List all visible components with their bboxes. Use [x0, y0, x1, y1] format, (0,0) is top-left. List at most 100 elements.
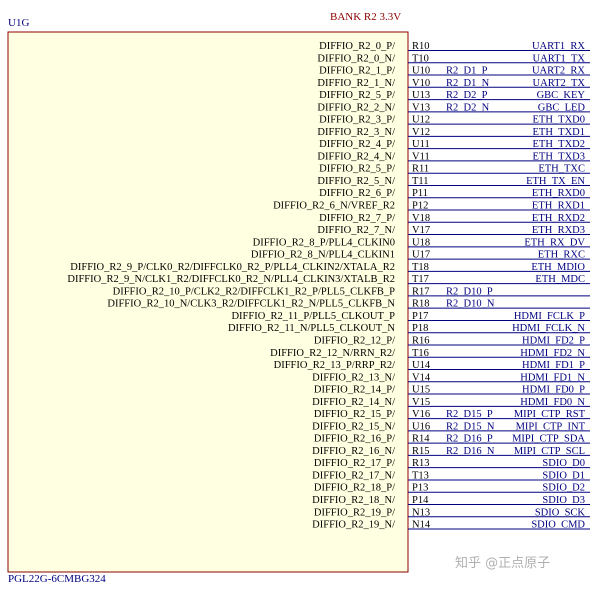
pin-number: V18: [412, 213, 430, 224]
pin-number: P17: [412, 311, 428, 322]
pin-name: DIFFIO_R2_7_P/: [319, 213, 395, 224]
pin-name: DIFFIO_R2_4_N/: [317, 151, 395, 162]
pin-row: DIFFIO_R2_12_N/RRN_R2/T16 HDMI_FD2_N: [270, 348, 590, 359]
pin-number: P14: [412, 495, 429, 506]
pin-number: N13: [412, 507, 430, 518]
net-label: HDMI_FD2_P: [522, 335, 585, 346]
pin-row: DIFFIO_R2_16_N/R15 R2_D16_N MIPI_CTP_SCL: [312, 446, 590, 457]
pin-row: DIFFIO_R2_8_P/PLL4_CLKIN0 U18 ETH_RX_DV: [253, 237, 590, 248]
pin-number: V15: [412, 397, 430, 408]
pin-row: DIFFIO_R2_0_P/R10 UART1_RX: [319, 41, 590, 52]
pin-row: DIFFIO_R2_0_N/T10 UART1_TX: [317, 53, 590, 64]
net-label: HDMI_FD1_N: [520, 372, 585, 383]
pin-name: DIFFIO_R2_11_N/PLL5_CLKOUT_N: [228, 323, 395, 334]
pin-name: DIFFIO_R2_1_P/: [319, 66, 395, 77]
net-label: MIPI_CTP_RST: [514, 409, 586, 420]
pin-row: DIFFIO_R2_12_P/R16 HDMI_FD2_P: [314, 335, 590, 346]
net-label: HDMI_FD2_N: [520, 348, 585, 359]
pin-number: T18: [412, 262, 429, 273]
pin-row: DIFFIO_R2_13_P/RRP_R2/U14 HDMI_FD1_P: [274, 360, 590, 371]
pin-name: DIFFIO_R2_3_P/: [319, 115, 395, 126]
pin-name: DIFFIO_R2_17_P/: [314, 458, 395, 469]
pin-name: DIFFIO_R2_12_P/: [314, 335, 395, 346]
net-label: SDIO_D3: [542, 495, 585, 506]
pin-number: P18: [412, 323, 428, 334]
pin-row: DIFFIO_R2_7_N/V17 ETH_RXD3: [317, 225, 590, 236]
pin-name: DIFFIO_R2_9_P/CLK0_R2/DIFFCLK0_R2_P/PLL4…: [70, 262, 395, 273]
pin-name: DIFFIO_R2_18_N/: [312, 495, 395, 506]
pin-row: DIFFIO_R2_18_N/P14 SDIO_D3: [312, 495, 590, 506]
pin-row: DIFFIO_R2_15_P/V16 R2_D15_P MIPI_CTP_RST: [314, 409, 590, 420]
pin-name: DIFFIO_R2_14_N/: [312, 397, 395, 408]
pin-name: DIFFIO_R2_16_P/: [314, 434, 395, 445]
net-label: ETH_RX_DV: [524, 237, 585, 248]
pin-row: DIFFIO_R2_11_P/PLL5_CLKOUT_P P17 HDMI_FCLK…: [231, 311, 590, 322]
pin-row: DIFFIO_R2_3_N/V12 ETH_TXD1: [317, 127, 590, 138]
net-label-inner: R2_D16_P: [446, 434, 493, 445]
pin-name: DIFFIO_R2_8_N/PLL4_CLKIN1: [251, 250, 395, 261]
net-label: GBC_KEY: [537, 90, 586, 101]
pin-name: DIFFIO_R2_0_P/: [319, 41, 395, 52]
net-label: MIPI_CTP_SDA: [512, 434, 585, 445]
pin-number: P11: [412, 188, 428, 199]
pin-number: T16: [412, 348, 429, 359]
net-label-inner: R2_D1_P: [446, 66, 488, 77]
bank-label: BANK R2 3.3V: [330, 11, 401, 23]
pin-name: DIFFIO_R2_10_P/CLK2_R2/DIFFCLK1_R2_P/PLL…: [113, 286, 396, 297]
net-label: UART2_RX: [532, 66, 585, 77]
pin-number: U16: [412, 421, 430, 432]
net-label: ETH_TXD3: [533, 151, 586, 162]
net-label: ETH_TXD1: [533, 127, 586, 138]
pin-name: DIFFIO_R2_10_N/CLK3_R2/DIFFCLK1_R2_N/PLL…: [107, 299, 395, 310]
pin-number: V17: [412, 225, 430, 236]
net-label: SDIO_CMD: [531, 520, 585, 531]
net-label-inner: R2_D1_N: [446, 78, 490, 89]
net-label: ETH_TX_EN: [526, 176, 585, 187]
pin-number: R11: [412, 164, 429, 175]
pin-name: DIFFIO_R2_11_P/PLL5_CLKOUT_P: [231, 311, 395, 322]
pin-number: T13: [412, 470, 429, 481]
pin-name: DIFFIO_R2_13_N/: [312, 372, 395, 383]
net-label: HDMI_FD0_P: [522, 385, 585, 396]
pin-name: DIFFIO_R2_0_N/: [317, 53, 395, 64]
pin-name: DIFFIO_R2_3_N/: [317, 127, 395, 138]
pin-number: R14: [412, 434, 430, 445]
pin-number: V13: [412, 102, 430, 113]
pin-number: T11: [412, 176, 429, 187]
pin-number: U17: [412, 250, 430, 261]
pin-number: V12: [412, 127, 430, 138]
net-label: UART1_TX: [533, 53, 586, 64]
net-label: SDIO_D2: [542, 483, 585, 494]
pin-number: R16: [412, 335, 430, 346]
pin-name: DIFFIO_R2_2_N/: [317, 102, 395, 113]
pin-row: DIFFIO_R2_1_N/V10 R2_D1_N UART2_TX: [317, 78, 590, 89]
pin-row: DIFFIO_R2_5_P/U13 R2_D2_P GBC_KEY: [319, 90, 590, 101]
pin-row: DIFFIO_R2_7_P/V18 ETH_RXD2: [319, 213, 590, 224]
pin-name: DIFFIO_R2_12_N/RRN_R2/: [270, 348, 395, 359]
pin-row: DIFFIO_R2_5_P/R11 ETH_TXC: [319, 164, 590, 175]
pin-number: R17: [412, 286, 430, 297]
pin-row: DIFFIO_R2_4_P/U11 ETH_TXD2: [319, 139, 590, 150]
net-label-inner: R2_D15_P: [446, 409, 493, 420]
pin-row: DIFFIO_R2_5_N/T11 ETH_TX_EN: [317, 176, 590, 187]
pin-name: DIFFIO_R2_16_N/: [312, 446, 395, 457]
pin-number: R18: [412, 299, 430, 310]
net-label: ETH_MDIO: [531, 262, 585, 273]
net-label-inner: R2_D10_P: [446, 286, 493, 297]
pin-row: DIFFIO_R2_17_N/T13 SDIO_D1: [312, 470, 590, 481]
pin-number: T17: [412, 274, 429, 285]
pin-name: DIFFIO_R2_5_P/: [319, 164, 395, 175]
net-label: UART1_RX: [532, 41, 585, 52]
net-label: ETH_TXD0: [533, 115, 586, 126]
pin-name: DIFFIO_R2_6_N/VREF_R2: [273, 201, 395, 212]
pin-row: DIFFIO_R2_14_N/V15 HDMI_FD0_N: [312, 397, 590, 408]
pin-name: DIFFIO_R2_13_P/RRP_R2/: [274, 360, 395, 371]
pin-number: U15: [412, 385, 430, 396]
pin-row: DIFFIO_R2_16_P/R14 R2_D16_P MIPI_CTP_SDA: [314, 434, 590, 445]
pin-name: DIFFIO_R2_19_P/: [314, 507, 395, 518]
pin-row: DIFFIO_R2_4_N/V11 ETH_TXD3: [317, 151, 590, 162]
net-label: ETH_RXD2: [532, 213, 585, 224]
pin-row: DIFFIO_R2_14_P/U15 HDMI_FD0_P: [314, 385, 590, 396]
pin-name: DIFFIO_R2_14_P/: [314, 385, 395, 396]
